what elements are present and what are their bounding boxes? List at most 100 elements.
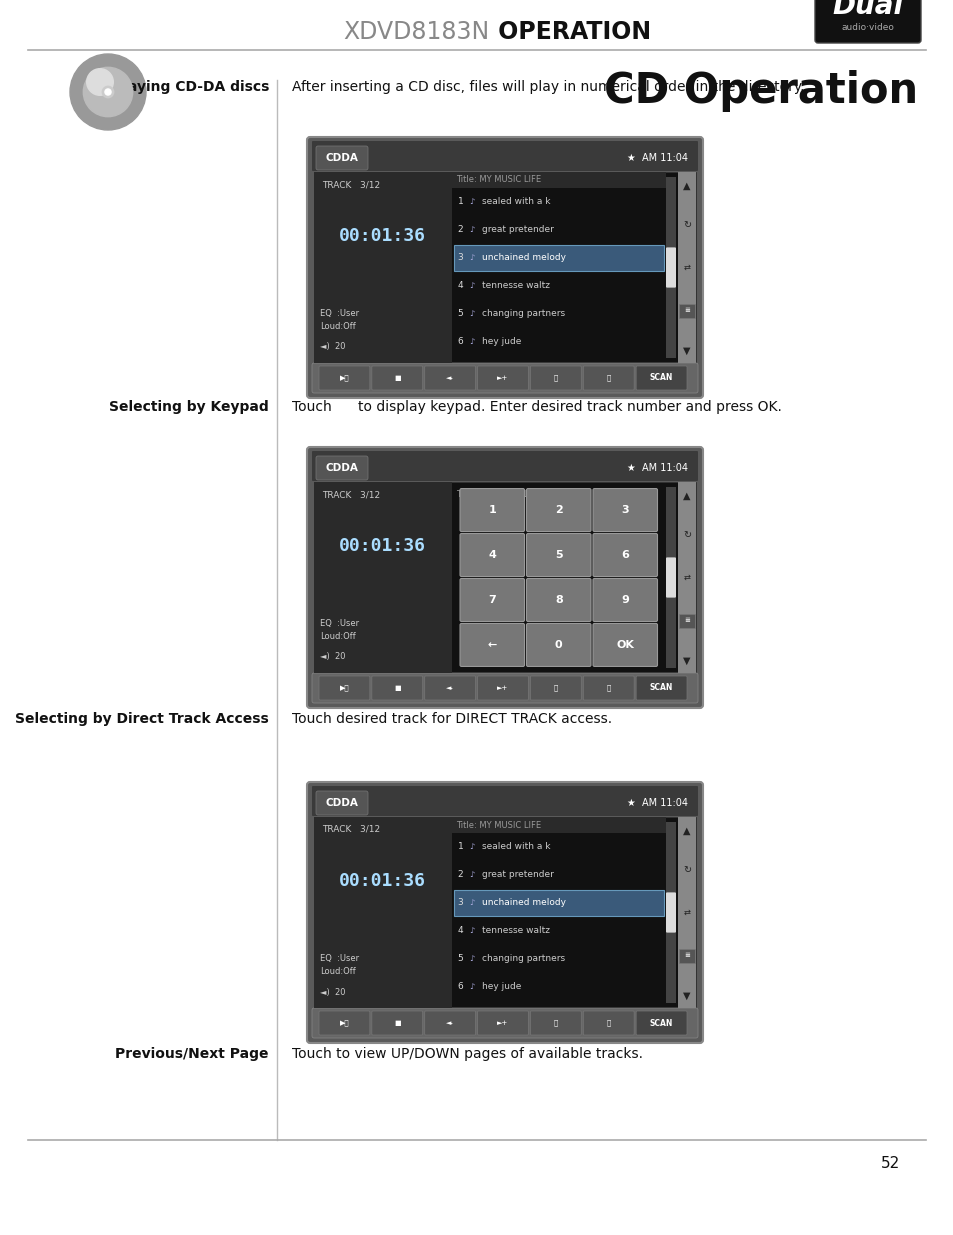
FancyBboxPatch shape — [424, 366, 476, 390]
Text: SCAN: SCAN — [649, 373, 673, 383]
Text: Dual: Dual — [832, 0, 902, 20]
Text: ≣: ≣ — [683, 951, 689, 957]
Text: tennesse waltz: tennesse waltz — [481, 926, 549, 935]
FancyBboxPatch shape — [665, 247, 676, 288]
Text: Loud:Off: Loud:Off — [319, 632, 355, 641]
Bar — [679, 304, 695, 317]
Bar — [451, 172, 665, 188]
Text: ←: ← — [487, 640, 497, 650]
FancyBboxPatch shape — [318, 366, 370, 390]
Text: ⇄: ⇄ — [682, 573, 690, 582]
Text: sealed with a k: sealed with a k — [481, 198, 550, 206]
FancyBboxPatch shape — [459, 534, 524, 577]
Text: ▼: ▼ — [682, 990, 690, 1002]
Text: tennesse waltz: tennesse waltz — [481, 280, 549, 290]
Bar — [678, 172, 696, 363]
FancyBboxPatch shape — [459, 624, 524, 667]
FancyBboxPatch shape — [582, 366, 634, 390]
FancyBboxPatch shape — [477, 676, 528, 700]
Text: 00:01:36: 00:01:36 — [339, 227, 426, 245]
Text: TRACK   3/12: TRACK 3/12 — [322, 490, 379, 499]
FancyBboxPatch shape — [593, 534, 657, 577]
Text: unchained melody: unchained melody — [481, 253, 565, 262]
Text: ♪: ♪ — [469, 898, 475, 906]
Bar — [314, 482, 696, 673]
Text: ♪: ♪ — [469, 198, 475, 206]
Text: ⏪: ⏪ — [553, 684, 558, 692]
Text: ◄-: ◄- — [446, 685, 454, 692]
Text: great pretender: great pretender — [481, 225, 553, 235]
Text: 1: 1 — [457, 198, 463, 206]
Text: Selecting by Keypad: Selecting by Keypad — [110, 400, 269, 414]
Text: great pretender: great pretender — [481, 871, 553, 879]
FancyBboxPatch shape — [477, 366, 528, 390]
Text: ⏩: ⏩ — [606, 374, 610, 382]
Text: 3: 3 — [620, 505, 628, 515]
FancyBboxPatch shape — [315, 146, 368, 170]
Text: 6: 6 — [457, 337, 463, 346]
Text: ♪: ♪ — [469, 842, 475, 851]
Text: ≣: ≣ — [683, 616, 689, 622]
FancyBboxPatch shape — [526, 578, 591, 621]
FancyBboxPatch shape — [307, 782, 702, 1044]
Text: 2: 2 — [555, 505, 562, 515]
Circle shape — [105, 89, 111, 95]
Text: 0: 0 — [555, 640, 562, 650]
Text: 4: 4 — [457, 280, 462, 290]
Text: SCAN: SCAN — [649, 1019, 673, 1028]
Text: ↻: ↻ — [682, 866, 690, 876]
Text: ■: ■ — [394, 685, 400, 692]
Text: 5: 5 — [555, 550, 562, 559]
Text: ▶⏸: ▶⏸ — [339, 684, 349, 692]
FancyBboxPatch shape — [312, 141, 698, 170]
Text: SCAN: SCAN — [649, 683, 673, 693]
FancyBboxPatch shape — [424, 676, 476, 700]
Bar — [453, 245, 663, 270]
Text: ►+: ►+ — [497, 375, 508, 382]
Text: ★  AM 11:04: ★ AM 11:04 — [626, 798, 687, 808]
Bar — [314, 482, 451, 673]
Bar — [679, 614, 695, 627]
Text: ★  AM 11:04: ★ AM 11:04 — [626, 463, 687, 473]
Text: EQ  :User: EQ :User — [319, 309, 358, 317]
Text: ▲: ▲ — [682, 492, 690, 501]
Text: ⇄: ⇄ — [682, 908, 690, 918]
FancyBboxPatch shape — [312, 785, 698, 816]
Text: ♪: ♪ — [469, 982, 475, 990]
Text: hey jude: hey jude — [481, 982, 520, 990]
Text: changing partners: changing partners — [481, 309, 564, 317]
Text: TRACK   3/12: TRACK 3/12 — [322, 180, 379, 189]
FancyBboxPatch shape — [312, 673, 698, 703]
Text: ◄)  20: ◄) 20 — [319, 652, 345, 662]
Bar — [678, 818, 696, 1008]
Text: 8: 8 — [555, 595, 562, 605]
Text: ⏪: ⏪ — [553, 374, 558, 382]
FancyBboxPatch shape — [424, 1011, 476, 1035]
Text: 1: 1 — [488, 505, 496, 515]
FancyBboxPatch shape — [315, 790, 368, 815]
FancyBboxPatch shape — [530, 1011, 580, 1035]
FancyBboxPatch shape — [636, 1011, 686, 1035]
Text: ▲: ▲ — [682, 826, 690, 836]
Text: 5: 5 — [457, 309, 463, 317]
Text: Title: MY MUSIC LIFE: Title: MY MUSIC LIFE — [456, 175, 541, 184]
FancyBboxPatch shape — [665, 557, 676, 598]
Text: hey jude: hey jude — [481, 337, 520, 346]
Text: Selecting by Direct Track Access: Selecting by Direct Track Access — [15, 713, 269, 726]
Text: After inserting a CD disc, files will play in numerical order in the directory.: After inserting a CD disc, files will pl… — [292, 80, 803, 94]
Text: 52: 52 — [880, 1156, 899, 1171]
FancyBboxPatch shape — [312, 451, 698, 480]
Text: 7: 7 — [488, 595, 496, 605]
Text: ♪: ♪ — [469, 280, 475, 290]
FancyBboxPatch shape — [318, 1011, 370, 1035]
Circle shape — [83, 67, 132, 116]
Text: ↻: ↻ — [682, 531, 690, 541]
FancyBboxPatch shape — [665, 893, 676, 932]
Bar — [314, 172, 696, 363]
Text: ▶⏸: ▶⏸ — [339, 1020, 349, 1026]
Text: 00:01:36: 00:01:36 — [339, 537, 426, 555]
Text: ♪: ♪ — [469, 926, 475, 935]
FancyBboxPatch shape — [636, 676, 686, 700]
Text: EQ  :User: EQ :User — [319, 619, 358, 629]
Text: Touch to view UP/DOWN pages of available tracks.: Touch to view UP/DOWN pages of available… — [292, 1047, 642, 1061]
